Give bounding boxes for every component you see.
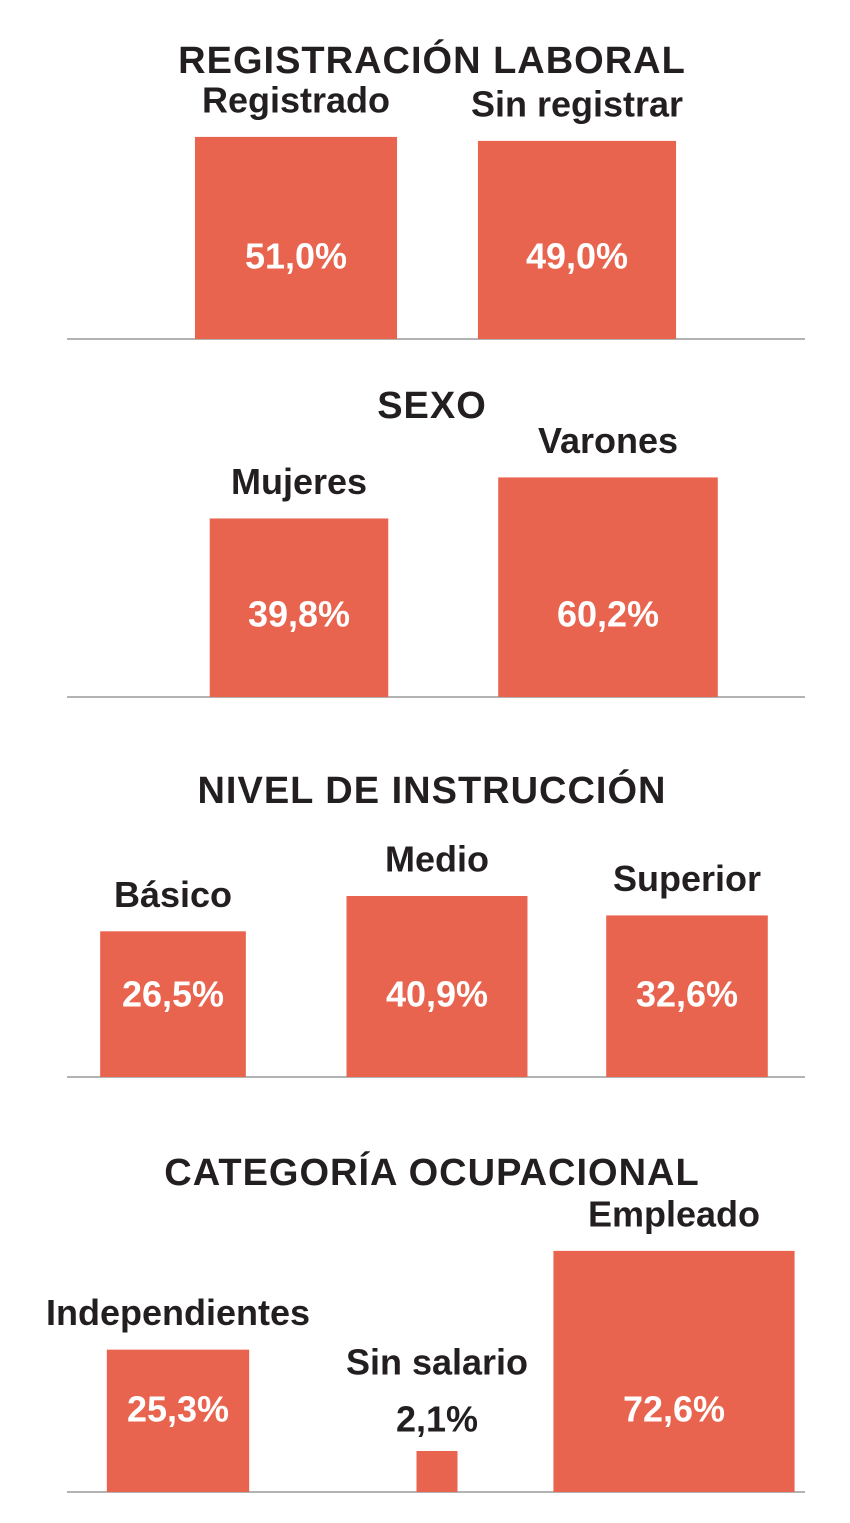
category-label: Superior — [613, 858, 761, 899]
bar — [477, 140, 677, 339]
value-label: 39,8% — [248, 594, 350, 635]
category-label: Independientes — [46, 1292, 310, 1333]
category-label: Sin registrar — [471, 83, 683, 124]
bar — [100, 931, 246, 1077]
bar — [346, 896, 528, 1077]
bar — [209, 518, 389, 697]
category-label: Registrado — [202, 79, 390, 120]
bar — [553, 1250, 795, 1492]
value-label: 40,9% — [386, 974, 488, 1015]
value-label: 51,0% — [245, 236, 347, 277]
panel-title: NIVEL DE INSTRUCCIÓN — [197, 768, 666, 812]
bar — [194, 136, 398, 339]
category-label: Básico — [114, 874, 232, 915]
value-label: 32,6% — [636, 974, 738, 1015]
panel-title: REGISTRACIÓN LABORAL — [178, 38, 686, 82]
category-label: Sin salario — [346, 1342, 528, 1383]
category-label: Empleado — [588, 1193, 760, 1234]
value-label: 2,1% — [396, 1399, 478, 1440]
value-label: 72,6% — [623, 1389, 725, 1430]
panel-title: CATEGORÍA OCUPACIONAL — [164, 1150, 699, 1194]
value-label: 60,2% — [557, 594, 659, 635]
value-label: 49,0% — [526, 236, 628, 277]
category-label: Mujeres — [231, 461, 367, 502]
category-label: Varones — [538, 420, 678, 461]
bar — [606, 915, 768, 1077]
panel-title: SEXO — [377, 385, 487, 427]
bar — [106, 1349, 250, 1492]
value-label: 25,3% — [127, 1389, 229, 1430]
bar — [498, 477, 718, 697]
value-label: 26,5% — [122, 974, 224, 1015]
bar — [416, 1450, 458, 1492]
category-label: Medio — [385, 839, 489, 880]
